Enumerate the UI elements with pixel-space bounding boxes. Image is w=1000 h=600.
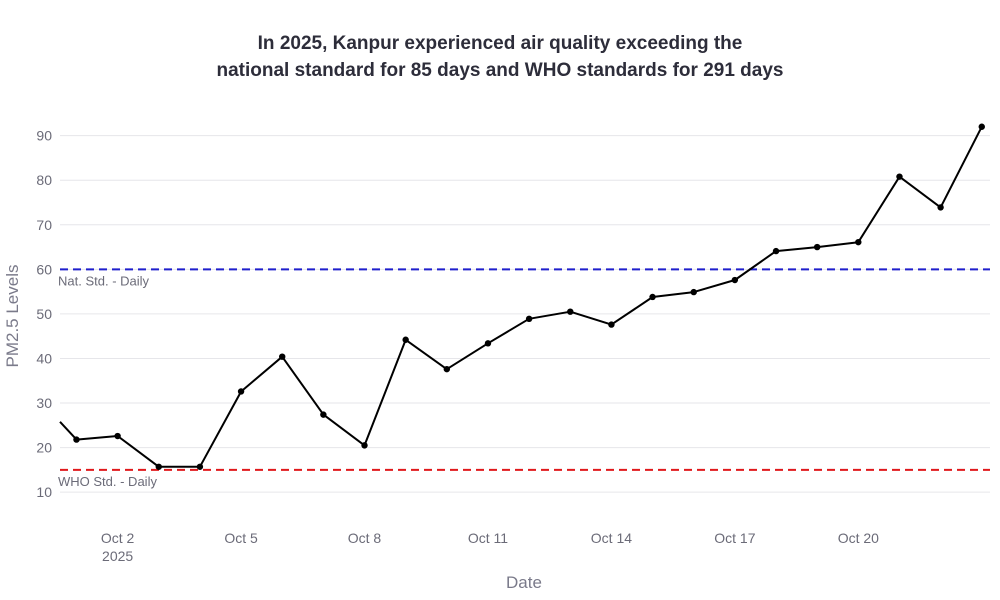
data-point (690, 288, 697, 296)
x-axis-ticks: Oct 2 2025 Oct 5 Oct 8 Oct 11 Oct 14 Oct 17 Oct… (101, 530, 879, 564)
x-tick-label: Oct 20 (838, 530, 879, 546)
data-point (484, 340, 492, 347)
data-point (196, 463, 204, 470)
data-point (155, 463, 162, 470)
data-point (525, 315, 533, 323)
data-point (361, 442, 368, 449)
x-tick-label: Oct 17 (714, 530, 755, 546)
x-tick-label: Oct 14 (591, 530, 632, 546)
y-tick-label-20: 20 (36, 440, 52, 456)
y-tick-label-80: 80 (36, 172, 52, 188)
data-point (978, 123, 985, 130)
chart-title: In 2025, Kanpur experienced air quality … (0, 30, 1000, 84)
data-point (567, 308, 574, 315)
data-point (237, 388, 245, 395)
data-point (937, 204, 944, 211)
y-axis-title: PM2.5 Levels (3, 265, 22, 368)
x-tick-sublabel: 2025 (102, 548, 133, 564)
chart-title-line-2: national standard for 85 days and WHO st… (216, 60, 784, 81)
data-point (896, 173, 903, 180)
data-point (443, 365, 451, 373)
data-point (114, 432, 121, 440)
data-point (731, 276, 739, 284)
data-point (772, 247, 780, 255)
y-tick-label-90: 90 (36, 128, 52, 144)
data-point (320, 411, 327, 418)
who-std-label: WHO Std. - Daily (58, 474, 157, 489)
y-tick-label-40: 40 (36, 350, 52, 366)
data-point (649, 293, 656, 301)
data-point (73, 436, 80, 443)
series-line (59, 126, 983, 468)
data-point (608, 321, 615, 328)
x-tick-label: Oct 8 (348, 530, 382, 546)
x-tick-label: Oct 5 (224, 530, 258, 546)
gridlines (60, 135, 990, 493)
y-tick-label-30: 30 (36, 395, 52, 411)
x-tick-label: Oct 11 (468, 530, 508, 546)
y-tick-label-60: 60 (36, 261, 52, 277)
data-point (813, 243, 821, 251)
nat-std-label: Nat. Std. - Daily (58, 273, 150, 288)
y-tick-label-10: 10 (36, 484, 52, 500)
data-point (855, 238, 862, 246)
reference-lines: Nat. Std. - Daily WHO Std. - Daily (58, 268, 990, 489)
data-point (402, 336, 409, 343)
chart-title-line-1: In 2025, Kanpur experienced air quality … (257, 33, 743, 54)
series-layer (59, 123, 985, 470)
x-tick-label: Oct 2 (101, 530, 135, 546)
y-axis-ticks: 10 20 30 40 50 60 70 80 90 (36, 128, 52, 501)
data-point (279, 353, 286, 360)
x-axis-title: Date (506, 573, 542, 592)
y-tick-label-70: 70 (36, 217, 52, 233)
y-tick-label-50: 50 (36, 306, 52, 322)
